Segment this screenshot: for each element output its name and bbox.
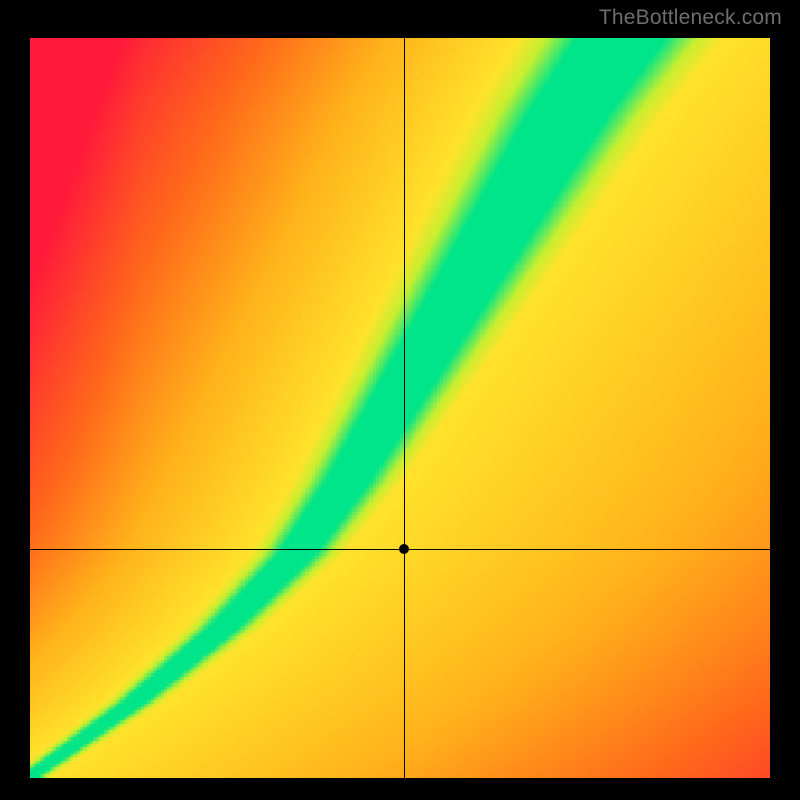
plot-area <box>30 38 770 778</box>
heatmap-canvas <box>30 38 770 778</box>
bottleneck-heatmap-figure: TheBottleneck.com <box>0 0 800 800</box>
crosshair-vertical <box>404 38 405 778</box>
crosshair-marker-dot <box>399 544 409 554</box>
watermark-text: TheBottleneck.com <box>599 6 782 30</box>
